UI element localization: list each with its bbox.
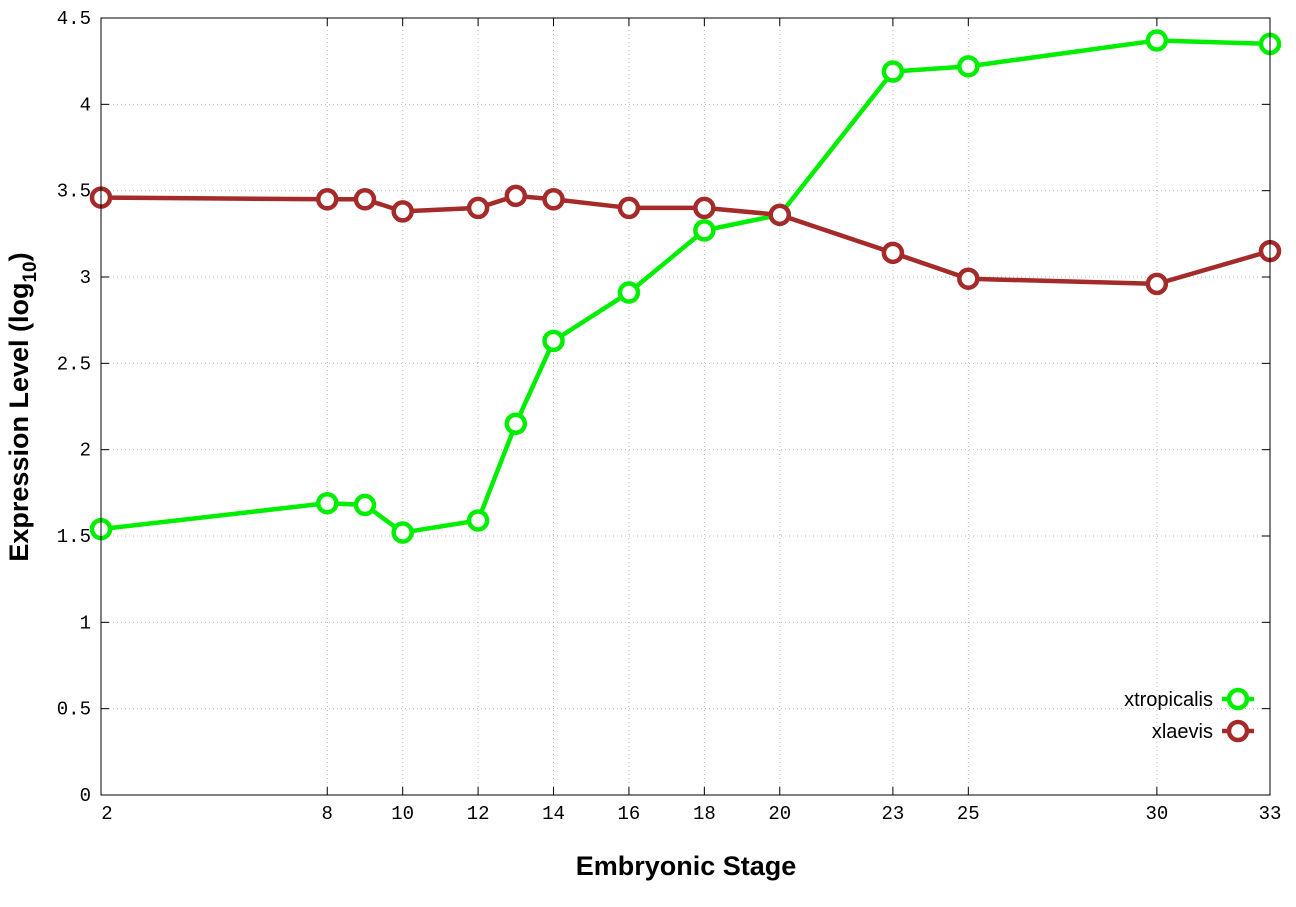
- x-tick-label: 20: [768, 803, 791, 825]
- data-point-xlaevis: [881, 241, 905, 265]
- series: [89, 29, 1282, 544]
- data-point-xtropicalis: [353, 493, 377, 517]
- data-point-xlaevis: [353, 188, 377, 211]
- data-point-xtropicalis: [391, 521, 414, 544]
- ticks: 2 8 10 12 14 16 18 20 23 25 30 33 0 0.5 1 1.5 2 2.5 3 3.5 4 4…: [57, 8, 1282, 825]
- x-tick-label: 8: [322, 803, 333, 825]
- x-tick-label: 18: [693, 803, 716, 825]
- x-tick-label: 23: [881, 803, 904, 825]
- data-point-xlaevis: [316, 188, 339, 211]
- x-tick-label: 14: [542, 803, 565, 825]
- data-point-xlaevis: [504, 184, 528, 208]
- data-point-xlaevis: [957, 267, 980, 290]
- y-tick-label: 4: [80, 94, 91, 116]
- legend-marker-xtropicalis: [1226, 687, 1250, 711]
- legend-marker-xlaevis: [1226, 719, 1250, 743]
- data-point-xlaevis: [617, 196, 641, 220]
- x-tick-label: 12: [467, 803, 490, 825]
- data-point-xlaevis: [391, 200, 414, 223]
- y-tick-label: 3.5: [57, 181, 91, 203]
- data-point-xlaevis: [768, 203, 792, 227]
- legend-label-xlaevis: xlaevis: [1152, 721, 1213, 743]
- y-tick-label: 3: [80, 267, 91, 289]
- data-point-xtropicalis: [504, 412, 528, 436]
- x-axis-label: Embryonic Stage: [576, 851, 797, 881]
- x-tick-label: 33: [1259, 803, 1282, 825]
- x-tick-label: 2: [101, 803, 112, 825]
- legend-label-xtropicalis: xtropicalis: [1124, 689, 1213, 711]
- y-tick-label: 1: [80, 612, 91, 634]
- grid: [101, 18, 1270, 795]
- y-tick-label: 4.5: [57, 8, 91, 30]
- y-axis-label: Expression Level (log10): [4, 252, 41, 561]
- series-line-xtropicalis: [100, 38, 1271, 535]
- data-point-xlaevis: [1145, 272, 1169, 296]
- data-point-xtropicalis: [693, 219, 716, 242]
- x-tick-label: 10: [391, 803, 414, 825]
- series-line-xlaevis: [100, 193, 1271, 287]
- y-tick-label: 0: [80, 785, 91, 807]
- data-point-xtropicalis: [542, 329, 565, 353]
- data-point-xtropicalis: [881, 60, 905, 83]
- plot-border: [100, 17, 1271, 796]
- y-tick-label: 2.5: [57, 353, 91, 375]
- data-point-xtropicalis: [316, 491, 339, 515]
- y-tick-label: 0.5: [57, 699, 91, 721]
- x-tick-label: 25: [957, 803, 980, 825]
- legend: xtropicalis xlaevis: [1124, 687, 1254, 743]
- y-tick-label: 2: [80, 440, 91, 462]
- x-tick-label: 16: [618, 803, 641, 825]
- data-point-xtropicalis: [1145, 29, 1169, 52]
- data-point-xlaevis: [466, 196, 490, 220]
- data-point-xtropicalis: [466, 509, 490, 532]
- data-point-xlaevis: [693, 196, 716, 220]
- y-tick-label: 1.5: [57, 526, 91, 548]
- data-point-xtropicalis: [957, 55, 980, 78]
- data-point-xtropicalis: [617, 281, 641, 304]
- x-tick-label: 30: [1145, 803, 1168, 825]
- data-point-xlaevis: [542, 188, 565, 211]
